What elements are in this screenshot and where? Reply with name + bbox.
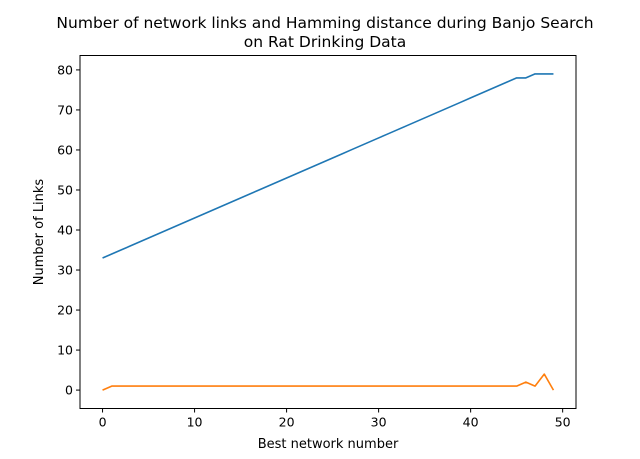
- x-tick-label: 50: [555, 415, 571, 430]
- series-line-1: [102, 373, 555, 391]
- series-line-0: [102, 73, 554, 259]
- chart-title-line-1: Number of network links and Hamming dist…: [56, 14, 593, 32]
- y-tick-label: 80: [57, 62, 73, 77]
- x-tick-label: 20: [279, 415, 295, 430]
- x-tick-label: 0: [99, 415, 107, 430]
- y-tick-label: 50: [57, 182, 73, 197]
- y-tick-label: 10: [57, 343, 73, 358]
- plot-area: [102, 73, 555, 391]
- y-tick-label: 40: [57, 222, 73, 237]
- x-tick-label: 10: [187, 415, 203, 430]
- x-tick-label: 40: [463, 415, 479, 430]
- y-tick-label: 0: [65, 383, 73, 398]
- y-tick-label: 70: [57, 102, 73, 117]
- x-tick-label: 30: [371, 415, 387, 430]
- y-tick-label: 60: [57, 142, 73, 157]
- chart-title-line-2: on Rat Drinking Data: [244, 33, 407, 51]
- x-axis-label: Best network number: [258, 437, 399, 452]
- y-tick-label: 30: [57, 263, 73, 278]
- y-axis-label: Number of Links: [32, 179, 47, 286]
- plot-frame: [79, 55, 577, 409]
- y-tick-label: 20: [57, 303, 73, 318]
